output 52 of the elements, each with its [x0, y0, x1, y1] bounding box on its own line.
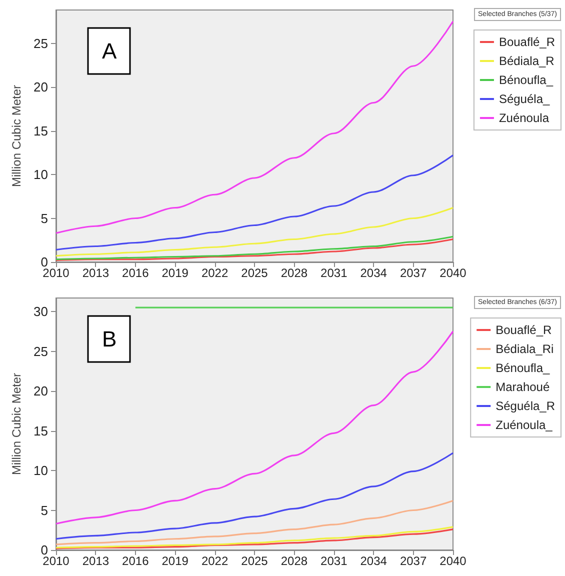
y-axis-title: Million Cubic Meter — [10, 372, 24, 476]
x-tick-label: 2037 — [400, 266, 427, 280]
legend-label: Bouaflé_R — [498, 35, 556, 49]
y-axis-title: Million Cubic Meter — [10, 84, 24, 188]
x-tick-label: 2016 — [122, 554, 150, 568]
x-tick-label: 2037 — [400, 554, 427, 568]
x-tick-label: 2025 — [241, 266, 268, 280]
legend-label: Zuénoula_ — [496, 418, 553, 432]
y-tick-label: 20 — [34, 384, 48, 399]
y-tick-label: 5 — [40, 210, 48, 226]
y-tick-label: 15 — [34, 423, 48, 438]
x-tick-label: 2034 — [360, 554, 388, 568]
line-series — [55, 20, 454, 234]
x-tick-label: 2028 — [280, 554, 308, 568]
x-tick-label: 2022 — [201, 266, 228, 280]
legend-label: Séguéla_R — [496, 399, 556, 413]
legend-label: Bénoufla_ — [496, 361, 550, 375]
x-tick-label: 2022 — [201, 554, 228, 568]
x-tick-label: 2013 — [82, 554, 110, 568]
legend-label: Bédiala_R — [498, 54, 555, 68]
legend-label: Bédiala_Ri — [496, 342, 554, 356]
x-tick-label: 2016 — [122, 266, 150, 280]
x-tick-label: 2019 — [162, 554, 189, 568]
y-tick-label: 10 — [34, 167, 48, 182]
legend-label: Zuénoula — [498, 111, 550, 125]
y-tick-label: 15 — [34, 123, 48, 138]
x-tick-label: 2013 — [82, 266, 110, 280]
legend-label: Bouaflé_R — [496, 323, 552, 337]
y-tick-label: 10 — [34, 463, 48, 478]
y-tick-label: 20 — [34, 80, 48, 94]
x-tick-label: 2019 — [162, 266, 189, 280]
line-series — [55, 206, 454, 257]
x-tick-label: 2031 — [320, 266, 348, 280]
line-series — [55, 452, 454, 540]
annotation: A — [102, 38, 117, 64]
annotation: B — [102, 326, 117, 352]
line-series — [55, 330, 454, 525]
x-tick-label: 2025 — [241, 554, 268, 568]
y-tick-label: 25 — [34, 36, 48, 51]
x-tick-label: 2040 — [440, 554, 467, 568]
y-tick-label: 25 — [34, 344, 48, 359]
legend-label: Marahoué — [496, 380, 550, 394]
line-series — [55, 500, 454, 546]
x-tick-label: 2040 — [440, 266, 467, 280]
x-tick-label: 2028 — [280, 266, 308, 280]
x-tick-label: 2034 — [360, 266, 388, 280]
line-series — [55, 154, 454, 251]
legend-label: Bénoufla_ — [498, 73, 554, 87]
x-tick-label: 2031 — [320, 554, 348, 568]
y-tick-label: 30 — [34, 304, 48, 320]
y-tick-label: 5 — [40, 502, 48, 518]
legend-label: Séguéla_ — [498, 92, 550, 106]
